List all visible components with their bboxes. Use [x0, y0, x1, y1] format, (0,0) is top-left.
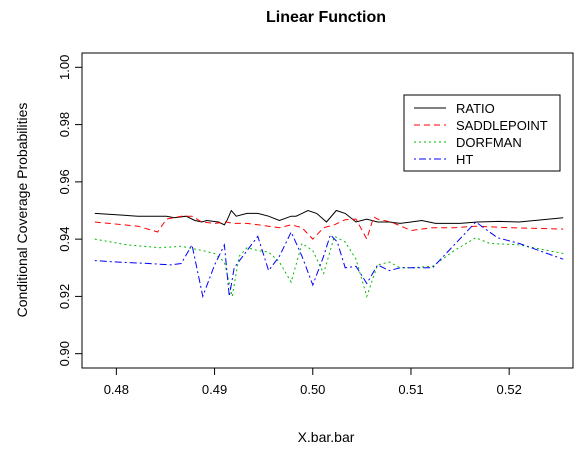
y-axis-title: Conditional Coverage Probabilities — [14, 103, 30, 318]
x-tick-label: 0.50 — [300, 382, 325, 397]
y-tick-label: 1.00 — [57, 55, 72, 80]
legend-entries: RATIO SADDLEPOINT DORFMAN HT — [414, 101, 548, 167]
legend-label-saddlepoint: SADDLEPOINT — [456, 118, 548, 133]
y-axis: 0.90 0.92 0.94 0.96 0.98 1.00 — [57, 55, 82, 366]
series-line-ht — [94, 221, 564, 299]
series-layer — [94, 209, 564, 299]
series-line-saddlepoint — [94, 215, 564, 241]
y-tick-label: 0.90 — [57, 341, 72, 366]
x-tick-label: 0.52 — [497, 382, 522, 397]
x-axis: 0.48 0.49 0.50 0.51 0.52 — [104, 368, 522, 397]
y-tick-label: 0.92 — [57, 284, 72, 309]
plot-frame — [81, 52, 574, 369]
x-axis-title: X.bar.bar — [298, 429, 355, 445]
series-line-dorfman — [94, 235, 564, 299]
series-line-ratio — [94, 209, 564, 226]
y-tick-label: 0.94 — [57, 226, 72, 251]
x-tick-label: 0.48 — [104, 382, 129, 397]
x-tick-label: 0.49 — [202, 382, 227, 397]
legend-label-dorfman: DORFMAN — [456, 135, 522, 150]
x-tick-label: 0.51 — [398, 382, 423, 397]
legend-label-ht: HT — [456, 152, 473, 167]
legend: RATIO SADDLEPOINT DORFMAN HT — [403, 94, 561, 172]
y-tick-label: 0.96 — [57, 169, 72, 194]
y-tick-label: 0.98 — [57, 112, 72, 137]
legend-label-ratio: RATIO — [456, 101, 495, 116]
chart-title: Linear Function — [266, 9, 386, 26]
